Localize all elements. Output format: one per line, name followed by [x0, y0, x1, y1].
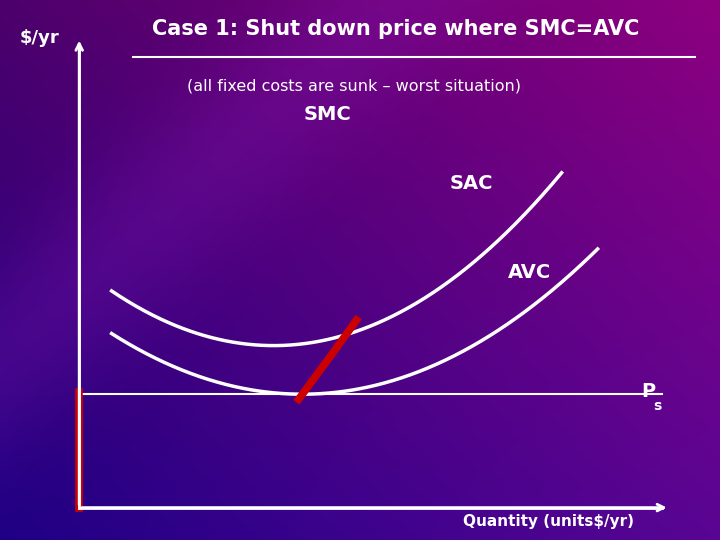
Text: AVC: AVC	[508, 263, 551, 282]
Text: $/yr: $/yr	[19, 29, 60, 47]
Text: Case 1: Shut down price where SMC=AVC: Case 1: Shut down price where SMC=AVC	[153, 19, 639, 39]
Text: Quantity (units$/yr): Quantity (units$/yr)	[463, 514, 634, 529]
Text: s: s	[653, 399, 661, 413]
Text: P: P	[641, 382, 655, 401]
Text: (all fixed costs are sunk – worst situation): (all fixed costs are sunk – worst situat…	[187, 78, 521, 93]
Text: SMC: SMC	[304, 105, 351, 124]
Text: SAC: SAC	[450, 174, 493, 193]
